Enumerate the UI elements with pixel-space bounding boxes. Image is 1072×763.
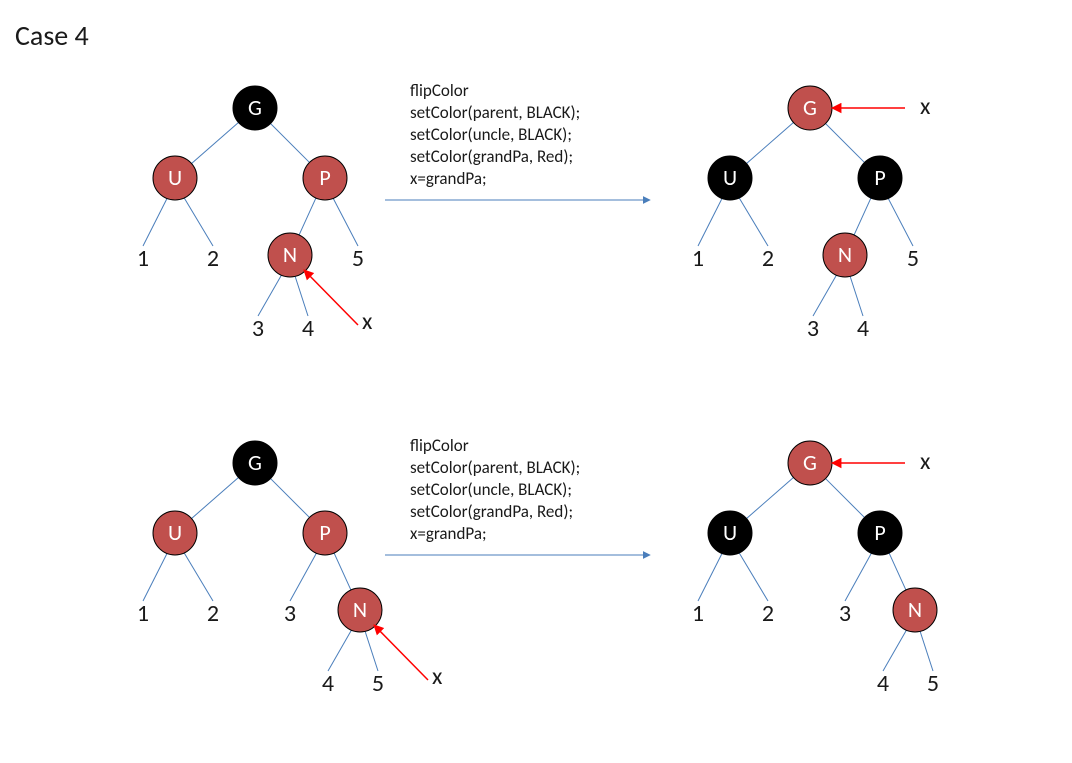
s1-right-x-label: x: [920, 92, 931, 121]
s2-left-edge: [334, 553, 351, 590]
s1-left-leaf-edge: [184, 198, 213, 246]
s2-right-edge: [826, 479, 865, 518]
s1-right-edge: [747, 122, 794, 163]
s1-left-leaf-edge: [333, 198, 358, 246]
s1-right-node-label-U: U: [723, 164, 737, 191]
s2-left-edge: [192, 477, 239, 518]
s1-right-leaf-2: 2: [762, 244, 774, 273]
s2-right-leaf-edge: [845, 553, 871, 601]
s1-right-edge: [826, 124, 865, 163]
s1-left-leaf-edge: [143, 198, 167, 246]
s2-right-leaf-edge: [883, 630, 906, 671]
s1-right-leaf-edge: [850, 276, 863, 316]
s1-left-node-label-P: P: [319, 164, 330, 191]
s1-left-node-label-G: G: [248, 94, 262, 121]
s2-right-leaf-edge: [920, 631, 933, 671]
s2-left-leaf-1: 1: [137, 599, 149, 628]
s1-right-node-label-P: P: [874, 164, 885, 191]
s2-left-x-label: x: [432, 662, 443, 691]
s2-right-node-label-N: N: [908, 596, 922, 623]
s2-left-leaf-edge: [328, 630, 351, 671]
s1-left-leaf-4: 4: [302, 314, 314, 343]
s2-right-leaf-4: 4: [877, 669, 889, 698]
s1-left-node-label-N: N: [283, 241, 297, 268]
s2-right-edge: [889, 553, 906, 590]
s2-right-leaf-5: 5: [927, 669, 939, 698]
s1-left-x-label: x: [362, 307, 373, 336]
s2-right-leaf-edge: [698, 553, 722, 601]
s2-right-leaf-3: 3: [839, 599, 851, 628]
s1-right-leaf-1: 1: [692, 244, 704, 273]
s1-right-leaf-edge: [739, 198, 768, 246]
s1-right-leaf-3: 3: [807, 314, 819, 343]
s2-right-edge: [747, 477, 794, 518]
s2-left-node-label-N: N: [353, 596, 367, 623]
s1-left-leaf-1: 1: [137, 244, 149, 273]
s1-left-leaf-5: 5: [352, 244, 364, 273]
s1-right-leaf-4: 4: [857, 314, 869, 343]
s1-right-node-label-N: N: [838, 241, 852, 268]
s2-left-node-label-G: G: [248, 449, 262, 476]
diagram-canvas: 1 2 5 3 4 G U P Nx 1 2 5 3 4 G U P Nx 1 2 3 4 5 G U P Nx 1 2 3 4 5 G U P Nx: [0, 0, 1072, 763]
s2-left-edge: [271, 479, 310, 518]
s2-right-leaf-1: 1: [692, 599, 704, 628]
s1-left-leaf-2: 2: [207, 244, 219, 273]
s1-left-leaf-edge: [295, 276, 308, 316]
s1-right-leaf-edge: [698, 198, 722, 246]
s1-left-node-label-U: U: [168, 164, 182, 191]
s1-right-leaf-edge: [888, 198, 913, 246]
s2-left-node-label-P: P: [319, 519, 330, 546]
s2-left-node-label-U: U: [168, 519, 182, 546]
s2-left-leaf-edge: [143, 553, 167, 601]
s1-right-node-label-G: G: [803, 94, 817, 121]
s2-left-leaf-2: 2: [207, 599, 219, 628]
s2-right-leaf-2: 2: [762, 599, 774, 628]
s2-right-node-label-P: P: [874, 519, 885, 546]
s2-left-leaf-3: 3: [284, 599, 296, 628]
s1-left-edge: [299, 198, 316, 235]
s1-left-leaf-3: 3: [252, 314, 264, 343]
s1-left-edge: [192, 122, 239, 163]
s2-left-leaf-edge: [365, 631, 378, 671]
s2-left-leaf-edge: [184, 553, 213, 601]
s2-left-leaf-edge: [290, 553, 316, 601]
s1-right-leaf-5: 5: [907, 244, 919, 273]
s2-left-leaf-4: 4: [322, 669, 334, 698]
s1-left-edge: [271, 124, 310, 163]
s1-right-leaf-edge: [813, 275, 836, 316]
s2-left-leaf-5: 5: [372, 669, 384, 698]
s2-right-leaf-edge: [739, 553, 768, 601]
s1-left-leaf-edge: [258, 275, 281, 316]
s2-right-node-label-G: G: [803, 449, 817, 476]
s2-right-x-label: x: [920, 447, 931, 476]
s2-right-node-label-U: U: [723, 519, 737, 546]
s1-right-edge: [854, 198, 871, 235]
